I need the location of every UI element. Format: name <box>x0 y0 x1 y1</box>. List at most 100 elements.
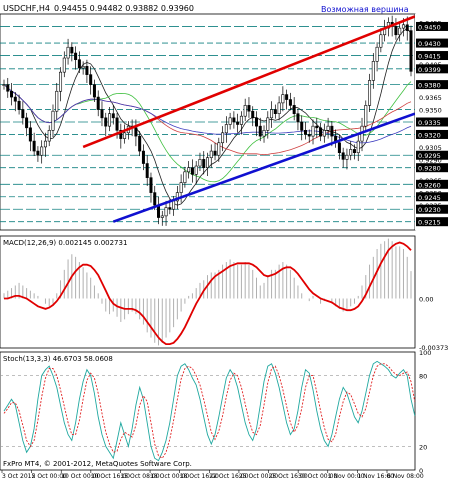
candle-body <box>337 142 341 154</box>
stoch-title: Stoch(13,3,3) 46.6703 58.0608 <box>3 355 113 363</box>
candle-body <box>345 154 349 160</box>
candle-body <box>213 150 217 156</box>
price-level-tag-text: 0.9320 <box>418 131 441 139</box>
chart-ohlc-label: 0.94455 0.94482 0.93882 0.93960 <box>54 4 194 13</box>
candle-body <box>145 163 149 178</box>
candle-body <box>55 90 59 112</box>
price-level-tag-text: 0.9215 <box>418 219 441 227</box>
price-level-tag <box>416 204 448 214</box>
candle-body <box>43 140 47 148</box>
candle-body <box>315 125 319 129</box>
candle-body <box>190 167 194 175</box>
candle-body <box>239 115 243 125</box>
candle-body <box>288 99 292 106</box>
stoch-main-line <box>3 360 416 462</box>
candle-body <box>398 27 402 36</box>
time-axis-tick: 3 Oct 2012 <box>2 473 35 480</box>
candle-body <box>21 109 25 119</box>
stoch-axis-tick: 20 <box>419 443 427 451</box>
price-axis-tick: 0.9350 <box>419 107 442 115</box>
price-level-tag-text: 0.9295 <box>418 152 441 160</box>
candle-body <box>202 159 206 168</box>
candle-body <box>198 159 202 167</box>
time-axis-tick: 25 Oct 16:00 <box>269 473 308 480</box>
candle-body <box>96 96 100 110</box>
candle-body <box>194 165 198 175</box>
candle-body <box>368 80 372 106</box>
candle-body <box>119 130 123 139</box>
candle-body <box>307 134 311 137</box>
support-trendline <box>112 112 416 223</box>
time-axis-tick: 18 Oct 00:00 <box>150 473 189 480</box>
price-level-tag <box>416 192 448 202</box>
candle-body <box>379 34 383 48</box>
candle-body <box>300 121 304 131</box>
candle-body <box>251 110 255 119</box>
candle-body <box>292 105 296 114</box>
candle-body <box>28 127 32 142</box>
candle-body <box>104 117 108 127</box>
candle-body <box>62 57 66 73</box>
price-level-tag <box>416 80 448 90</box>
macd-panel: 0.00 -0.00373 <box>0 235 448 352</box>
candle-body <box>40 146 44 156</box>
candle-body <box>66 46 70 59</box>
candle-body <box>10 90 14 98</box>
candle-body <box>228 117 232 125</box>
candle-body <box>262 130 266 137</box>
candle-body <box>224 124 228 134</box>
stoch-axis-tick: 0 <box>419 467 423 475</box>
price-level-tag <box>416 21 448 31</box>
stoch-axis-tick: 100 <box>419 349 431 357</box>
candle-body <box>247 105 251 112</box>
candle-body <box>326 125 330 131</box>
candle-body <box>243 105 247 117</box>
candle-body <box>17 100 21 110</box>
candle-body <box>70 46 74 54</box>
candle-body <box>115 117 119 131</box>
price-level-tag-text: 0.9380 <box>418 82 441 90</box>
candle-body <box>311 125 315 137</box>
candle-body <box>59 71 63 92</box>
candle-body <box>322 130 326 137</box>
stoch-panel: 100 80 20 0 <box>0 349 431 475</box>
candle-body <box>266 117 270 131</box>
time-axis-tick: 15 Oct 08:00 <box>120 473 159 480</box>
macd-title: MACD(12,26,9) 0.002145 0.002731 <box>3 239 127 247</box>
candle-body <box>258 125 262 137</box>
candle-body <box>375 46 379 62</box>
candle-body <box>123 132 127 139</box>
price-level-tag-text: 0.9450 <box>418 23 441 31</box>
candle-body <box>209 150 213 159</box>
candle-body <box>81 66 85 69</box>
price-axis-tick: 0.9365 <box>419 94 442 102</box>
price-level-tag <box>416 163 448 173</box>
candle-body <box>108 113 112 127</box>
candle-body <box>303 130 307 135</box>
candle-body <box>111 113 115 119</box>
macd-axis-tick: -0.00373 <box>419 344 448 352</box>
time-axis-tick: 5 Oct 00:00 <box>32 473 67 480</box>
price-level-tag-text: 0.9245 <box>418 194 441 202</box>
candle-body <box>232 117 236 123</box>
time-axis-tick: 30 Oct 00:00 <box>298 473 337 480</box>
resistance-trendline <box>82 15 416 149</box>
candle-body <box>349 149 353 156</box>
candle-body <box>371 61 375 81</box>
candle-body <box>47 130 51 142</box>
time-axis-tick: 22 Oct 16:00 <box>209 473 248 480</box>
candle-body <box>217 142 221 156</box>
candle-body <box>187 167 191 173</box>
candle-body <box>281 94 285 104</box>
candle-body <box>149 177 153 193</box>
candle-body <box>409 30 413 72</box>
price-level-tag <box>416 51 448 61</box>
candle-body <box>2 84 6 86</box>
candle-body <box>164 207 168 217</box>
price-level-tag-text: 0.9335 <box>418 119 441 127</box>
copyright-label: FxPro MT4, © 2001-2012, MetaQuotes Softw… <box>3 460 192 468</box>
candle-body <box>401 24 405 29</box>
stoch-signal-line <box>3 363 416 459</box>
